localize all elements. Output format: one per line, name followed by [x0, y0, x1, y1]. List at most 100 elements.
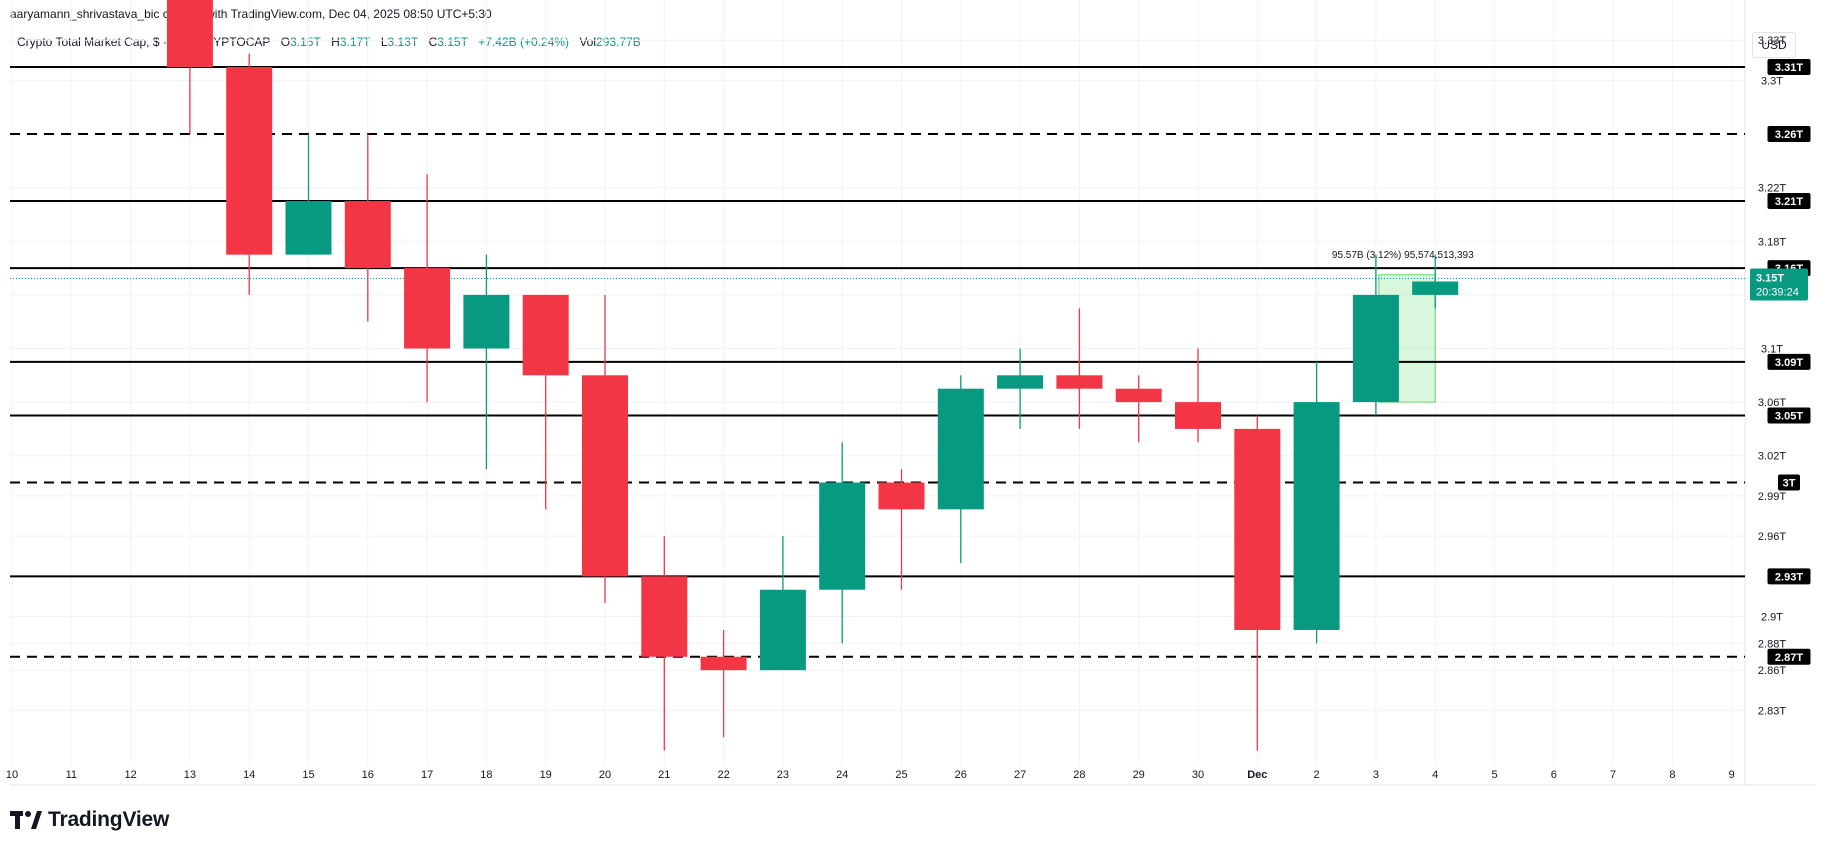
candle — [463, 254, 510, 470]
candle — [285, 134, 332, 255]
candle — [1175, 348, 1221, 443]
candle — [759, 536, 806, 671]
candle — [937, 375, 984, 563]
price-tick-label: 2.99T — [1758, 491, 1786, 503]
low-label: L — [380, 35, 388, 49]
price-tick-label: 3.18T — [1758, 236, 1786, 248]
time-tick-label: 22 — [717, 769, 729, 781]
level-price-tag — [1767, 353, 1811, 370]
candle-body — [1352, 294, 1399, 403]
level-price-tag — [1767, 407, 1811, 424]
candle-body — [285, 201, 332, 255]
time-tick-label: 29 — [1133, 769, 1145, 781]
time-tick-label: 2 — [1314, 769, 1320, 781]
time-tick-label: 21 — [658, 769, 670, 781]
level-price-tag — [1767, 59, 1811, 76]
candle — [226, 53, 273, 295]
level-price-tag — [1767, 126, 1811, 143]
candle-body — [819, 482, 866, 590]
time-tick-label: 7 — [1610, 769, 1616, 781]
level-price-tag — [1767, 568, 1811, 585]
candle-body — [344, 201, 391, 269]
candle-body — [166, 0, 213, 68]
volume-value: 293.77B — [596, 35, 641, 49]
time-tick-label: 27 — [1014, 769, 1026, 781]
price-tick-label: 2.86T — [1758, 665, 1786, 677]
time-tick-label: 12 — [124, 769, 136, 781]
time-tick-label: 25 — [895, 769, 907, 781]
candle — [997, 348, 1044, 429]
close-label: C — [428, 35, 438, 49]
time-tick-label: 14 — [243, 769, 255, 781]
candle-body — [1056, 375, 1103, 389]
candle-body — [997, 375, 1044, 389]
level-price-tag — [1767, 193, 1811, 210]
time-axis[interactable]: 10 11 12 13 14 15 16 17 18 19 20 21 22 23 24 25 26 27 28 29… — [6, 769, 1735, 781]
time-tick-label: 15 — [302, 769, 314, 781]
last-price-tag — [1750, 268, 1808, 301]
time-tick-label: 10 — [6, 769, 18, 781]
level-price-label: 3.05T — [1775, 411, 1803, 423]
candle-body — [878, 482, 925, 510]
measure-label: 95.57B (3.12%) 95,574,513,393 — [1332, 250, 1474, 261]
candle — [819, 442, 866, 644]
time-tick-label: 18 — [480, 769, 492, 781]
candle-body — [1234, 428, 1281, 630]
candle-body — [1115, 388, 1162, 403]
tradingview-logo-icon — [10, 811, 42, 829]
price-tick-label: 2.88T — [1758, 638, 1786, 650]
time-tick-label: 5 — [1491, 769, 1497, 781]
support-resistance-levels[interactable] — [10, 66, 1745, 658]
candle-body — [700, 656, 747, 671]
candle-body — [404, 268, 451, 349]
last-price-label: 3.15T — [1756, 272, 1784, 284]
high-label: H — [331, 35, 340, 49]
time-tick-label: 20 — [599, 769, 611, 781]
time-tick-label: 19 — [540, 769, 552, 781]
volume-label: Vol — [579, 35, 597, 49]
candle-body — [226, 67, 273, 255]
chart-grid — [10, 0, 1815, 786]
low-value: 3.13T — [387, 35, 419, 49]
candle — [1352, 254, 1399, 416]
tradingview-logo: TradingView — [10, 808, 169, 832]
candle-body — [1412, 281, 1459, 295]
candle — [1056, 308, 1103, 429]
time-tick-label: 13 — [184, 769, 196, 781]
level-price-tag — [1778, 474, 1800, 491]
time-tick-label: 28 — [1073, 769, 1085, 781]
price-tick-label: 3.33T — [1758, 35, 1786, 47]
candle-body — [1175, 402, 1221, 429]
candles[interactable] — [166, 0, 1459, 751]
price-tick-label: 3.06T — [1758, 397, 1786, 409]
change-value: +7.42B (+0.24%) — [478, 35, 569, 49]
time-tick-label: 17 — [421, 769, 433, 781]
candle-body — [641, 576, 688, 657]
price-tick-label: 3.22T — [1758, 183, 1786, 195]
time-tick-label: 11 — [66, 769, 77, 781]
candle-body — [1293, 402, 1340, 630]
level-price-tag — [1767, 648, 1811, 665]
level-price-label: 3.21T — [1775, 196, 1803, 208]
level-price-label: 3.26T — [1775, 129, 1803, 141]
level-price-label: 3.09T — [1775, 357, 1803, 369]
candle-body — [463, 294, 510, 349]
time-tick-label: 8 — [1669, 769, 1675, 781]
time-tick-label: 24 — [836, 769, 848, 781]
close-value: 3.15T — [437, 35, 468, 49]
price-axis[interactable]: 3.33T3.3T3.22T3.18T3.14T3.1T3.06T3.02T2.… — [1750, 35, 1811, 717]
countdown-label: 20:39:24 — [1756, 286, 1799, 298]
price-chart[interactable]: 95.57B (3.12%) 95,574,513,393 3.33T3.3T3… — [0, 0, 1825, 800]
time-tick-label: Dec — [1247, 769, 1267, 781]
candle — [404, 174, 451, 403]
time-tick-label: 23 — [777, 769, 789, 781]
candle-body — [522, 294, 569, 376]
candle — [641, 536, 688, 751]
time-tick-label: 9 — [1729, 769, 1735, 781]
time-tick-label: 4 — [1432, 769, 1438, 781]
time-tick-label: 3 — [1373, 769, 1379, 781]
time-tick-label: 30 — [1192, 769, 1204, 781]
currency-button[interactable]: USD — [1752, 32, 1796, 58]
candle — [700, 629, 747, 738]
candle — [878, 469, 925, 590]
